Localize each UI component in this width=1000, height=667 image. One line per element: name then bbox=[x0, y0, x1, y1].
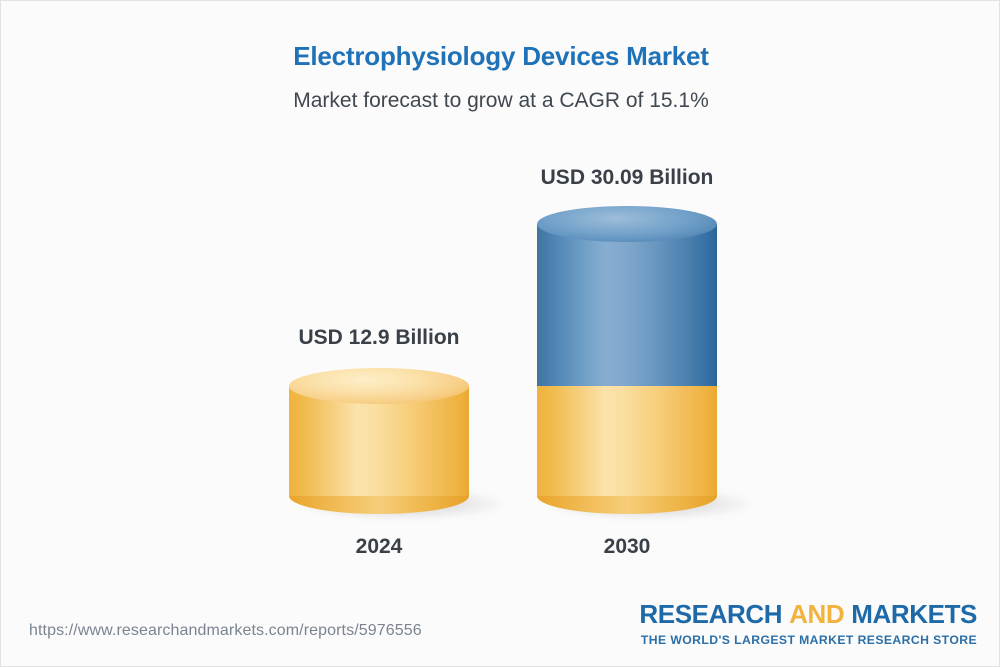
value-label-2024: USD 12.9 Billion bbox=[298, 326, 460, 349]
bar-growth-segment-2030 bbox=[537, 224, 717, 386]
source-url[interactable]: https://www.researchandmarkets.com/repor… bbox=[29, 622, 422, 639]
brand-logo: RESEARCH AND MARKETS THE WORLD'S LARGEST M… bbox=[639, 601, 977, 646]
brand-tagline: THE WORLD'S LARGEST MARKET RESEARCH STOR… bbox=[640, 633, 977, 647]
brand-word-markets: MARKETS bbox=[851, 599, 977, 629]
category-label-2030: 2030 bbox=[603, 535, 651, 558]
brand-word-and: AND bbox=[789, 599, 845, 629]
brand-word-research: RESEARCH bbox=[639, 599, 783, 629]
bar-top-cap-2030 bbox=[537, 206, 717, 242]
bar-base-segment-2030 bbox=[537, 386, 717, 496]
chart-title: Electrophysiology Devices Market bbox=[293, 41, 709, 71]
value-label-2030: USD 30.09 Billion bbox=[540, 166, 714, 189]
bar-body-2024 bbox=[289, 386, 469, 496]
bar-top-cap-2024 bbox=[289, 368, 469, 404]
category-label-2024: 2024 bbox=[355, 535, 403, 558]
brand-name: RESEARCH AND MARKETS bbox=[639, 601, 977, 627]
chart-subtitle: Market forecast to grow at a CAGR of 15.… bbox=[293, 89, 709, 112]
